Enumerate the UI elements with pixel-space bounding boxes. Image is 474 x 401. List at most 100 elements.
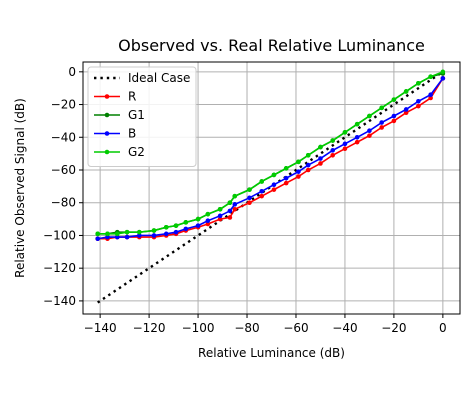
y-axis-label: Relative Observed Signal (dB) [13,98,27,278]
data-point-r [318,161,323,166]
data-point-r [217,216,223,222]
legend-label: B [128,127,136,141]
data-point-g2 [296,159,301,165]
legend-box [87,66,197,167]
data-point-g2 [232,193,238,199]
legend-marker [104,131,110,136]
data-point-b [247,195,252,201]
data-point-g2 [305,152,311,158]
data-point-r [271,187,277,192]
y-tick-label: 0 [68,65,76,79]
x-tick-label: −60 [283,321,308,335]
y-tick-label: −100 [43,228,76,242]
data-point-b [163,231,169,237]
x-tick-label: −140 [84,321,117,335]
data-point-b [227,208,233,214]
data-point-g2 [367,113,372,119]
data-point-b [137,233,142,238]
data-point-r [416,103,421,109]
data-point-b [259,188,265,194]
data-point-r [259,193,265,199]
data-point-g2 [195,216,201,222]
data-point-b [440,76,446,81]
ticks: −140 −120 −100 −80 −60 −40 −20 0 0 −20 −40 −60 −80 −1… [43,65,447,335]
data-point-b [318,156,323,161]
series-ideal-case [97,70,444,304]
data-point-b [367,128,372,134]
legend-item-g1: G1 [94,108,145,122]
legend: Ideal Case R G1 B G2 [87,66,197,167]
data-point-g2 [95,231,100,237]
data-point-b [330,148,336,153]
legend-label: G2 [128,145,145,159]
data-point-b [217,213,223,219]
data-point-b [95,236,100,242]
data-point-g2 [205,211,211,217]
y-tick-label: −20 [51,98,76,112]
data-point-g2 [163,224,169,230]
data-point-g2 [283,166,289,171]
legend-item-ideal-case: Ideal Case [94,71,190,85]
data-point-r [403,110,409,116]
legend-item-r: R [94,90,136,104]
data-point-g2 [173,223,179,228]
data-point-g2 [440,69,446,75]
data-point-b [195,223,201,228]
data-point-g2 [114,231,120,237]
data-point-b [403,107,409,112]
data-point-g2 [227,200,233,206]
data-point-g2 [124,229,130,235]
data-point-r [330,152,336,158]
data-point-b [305,162,311,168]
data-point-g2 [271,172,277,178]
legend-label: R [128,90,136,104]
data-point-b [173,229,179,235]
data-point-g2 [379,105,384,111]
x-tick-label: −20 [381,321,406,335]
data-point-b [379,120,384,125]
data-point-r [247,200,252,206]
y-tick-label: −40 [51,130,76,144]
data-point-r [379,125,384,130]
legend-marker [104,94,110,99]
legend-item-b: B [94,127,136,141]
data-point-g2 [183,220,189,225]
data-point-b [183,226,189,232]
data-point-g2 [403,89,409,94]
legend-marker [104,112,110,118]
data-point-b [205,218,211,224]
x-axis-label: Relative Luminance (dB) [198,346,345,360]
data-point-r [428,95,433,101]
data-point-r [232,206,238,212]
data-point-b [271,182,277,188]
legend-label: Ideal Case [128,71,190,85]
data-point-b [416,98,421,104]
data-point-b [124,234,130,240]
x-tick-label: −40 [332,321,357,335]
legend-label: G1 [128,108,145,122]
data-point-g2 [151,228,157,233]
data-point-b [232,202,238,207]
data-point-b [283,175,289,181]
series-layer [95,69,446,304]
data-point-g2 [354,121,360,127]
x-tick-label: −120 [133,321,166,335]
data-point-g2 [391,97,397,102]
data-point-r [354,139,360,145]
data-point-r [391,118,397,124]
data-point-b [354,134,360,140]
data-point-b [342,141,348,147]
x-tick-label: 0 [439,321,447,335]
series-line-ideal-case [97,70,444,304]
series-b [95,76,446,242]
data-point-b [105,234,110,240]
data-point-r [342,146,348,152]
y-tick-label: −60 [51,163,76,177]
data-point-r [367,133,372,138]
data-point-r [227,215,233,220]
data-point-r [283,180,289,186]
y-tick-label: −140 [43,294,76,308]
data-point-g2 [137,229,142,235]
legend-marker [104,149,110,155]
